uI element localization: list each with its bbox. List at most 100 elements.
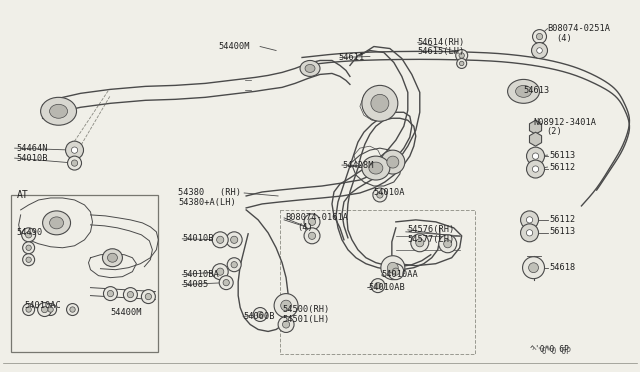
Circle shape bbox=[22, 228, 36, 242]
Circle shape bbox=[26, 257, 31, 262]
Ellipse shape bbox=[49, 104, 68, 118]
Circle shape bbox=[282, 321, 290, 328]
Text: AT: AT bbox=[17, 190, 28, 200]
Text: B08074-0161A: B08074-0161A bbox=[285, 214, 348, 222]
Text: 54576(RH): 54576(RH) bbox=[408, 225, 455, 234]
Text: 54501(LH): 54501(LH) bbox=[282, 315, 330, 324]
Text: B08074-0251A: B08074-0251A bbox=[547, 24, 611, 33]
Ellipse shape bbox=[387, 156, 399, 168]
Circle shape bbox=[377, 192, 383, 198]
Circle shape bbox=[253, 308, 267, 321]
Circle shape bbox=[212, 232, 228, 248]
Text: 56112: 56112 bbox=[550, 215, 576, 224]
Ellipse shape bbox=[369, 162, 383, 174]
Circle shape bbox=[304, 214, 320, 230]
Circle shape bbox=[22, 304, 35, 315]
Circle shape bbox=[26, 232, 32, 238]
Circle shape bbox=[65, 141, 83, 159]
Circle shape bbox=[537, 48, 542, 53]
Text: 54611: 54611 bbox=[338, 53, 364, 62]
Circle shape bbox=[457, 58, 467, 68]
Text: 54010B: 54010B bbox=[182, 234, 214, 243]
Text: 54613: 54613 bbox=[524, 86, 550, 95]
Circle shape bbox=[68, 156, 81, 170]
Circle shape bbox=[520, 224, 538, 242]
Circle shape bbox=[227, 258, 241, 272]
Ellipse shape bbox=[102, 249, 122, 267]
Text: (4): (4) bbox=[557, 34, 572, 43]
Circle shape bbox=[304, 228, 320, 244]
Circle shape bbox=[124, 288, 138, 302]
Circle shape bbox=[416, 239, 424, 247]
Circle shape bbox=[38, 302, 52, 317]
Ellipse shape bbox=[508, 79, 540, 103]
Circle shape bbox=[459, 53, 465, 58]
Circle shape bbox=[72, 160, 77, 166]
Circle shape bbox=[72, 147, 77, 153]
Text: 54400M: 54400M bbox=[111, 308, 142, 317]
Circle shape bbox=[108, 291, 113, 297]
Ellipse shape bbox=[300, 61, 320, 76]
Circle shape bbox=[527, 230, 532, 236]
Circle shape bbox=[67, 304, 79, 315]
Text: 54577(LH): 54577(LH) bbox=[408, 235, 455, 244]
Text: ^'0*0 6P: ^'0*0 6P bbox=[529, 345, 568, 354]
Circle shape bbox=[532, 153, 539, 159]
Circle shape bbox=[127, 291, 134, 298]
Ellipse shape bbox=[43, 211, 70, 235]
Circle shape bbox=[527, 147, 545, 165]
Text: (2): (2) bbox=[547, 127, 563, 136]
Circle shape bbox=[226, 232, 242, 248]
Circle shape bbox=[223, 279, 229, 286]
Circle shape bbox=[522, 257, 545, 279]
Bar bbox=[11, 195, 158, 352]
Text: 54010A: 54010A bbox=[374, 189, 405, 198]
Text: ^'0*0 6P: ^'0*0 6P bbox=[532, 347, 570, 356]
Ellipse shape bbox=[305, 64, 315, 73]
Circle shape bbox=[257, 311, 263, 318]
Ellipse shape bbox=[516, 86, 532, 97]
Circle shape bbox=[104, 286, 118, 301]
Ellipse shape bbox=[371, 94, 389, 112]
Circle shape bbox=[26, 307, 31, 312]
Circle shape bbox=[48, 307, 53, 312]
Circle shape bbox=[439, 235, 457, 253]
Circle shape bbox=[444, 240, 452, 248]
Ellipse shape bbox=[362, 86, 398, 121]
Text: 54500(RH): 54500(RH) bbox=[282, 305, 330, 314]
Circle shape bbox=[45, 304, 56, 315]
Circle shape bbox=[70, 307, 76, 312]
Circle shape bbox=[527, 217, 532, 223]
Circle shape bbox=[26, 245, 31, 250]
Text: 54010AB: 54010AB bbox=[368, 283, 404, 292]
Text: 54060B: 54060B bbox=[243, 312, 275, 321]
Circle shape bbox=[308, 218, 316, 225]
Circle shape bbox=[281, 300, 291, 311]
Circle shape bbox=[375, 282, 381, 289]
Circle shape bbox=[274, 294, 298, 318]
Text: 54010BA: 54010BA bbox=[182, 270, 219, 279]
Text: 56113: 56113 bbox=[550, 227, 576, 236]
Circle shape bbox=[145, 294, 152, 300]
Text: 54618: 54618 bbox=[550, 263, 576, 272]
Circle shape bbox=[529, 263, 538, 273]
Text: 54010B: 54010B bbox=[17, 154, 48, 163]
Circle shape bbox=[460, 61, 464, 66]
Ellipse shape bbox=[381, 150, 405, 174]
Circle shape bbox=[22, 254, 35, 266]
Text: 54490: 54490 bbox=[17, 228, 43, 237]
Circle shape bbox=[308, 232, 316, 240]
Text: 54428M: 54428M bbox=[342, 161, 374, 170]
Text: N08912-3401A: N08912-3401A bbox=[534, 118, 596, 127]
Text: 56112: 56112 bbox=[550, 163, 576, 171]
Ellipse shape bbox=[40, 97, 77, 125]
Circle shape bbox=[388, 264, 404, 280]
Text: 54614(RH): 54614(RH) bbox=[418, 38, 465, 47]
Circle shape bbox=[22, 242, 35, 254]
Text: 54010AA: 54010AA bbox=[382, 270, 419, 279]
Circle shape bbox=[411, 234, 429, 252]
Text: 54400M: 54400M bbox=[218, 42, 250, 51]
Circle shape bbox=[42, 307, 48, 313]
Circle shape bbox=[520, 211, 538, 229]
Text: 54380+A(LH): 54380+A(LH) bbox=[179, 198, 236, 208]
